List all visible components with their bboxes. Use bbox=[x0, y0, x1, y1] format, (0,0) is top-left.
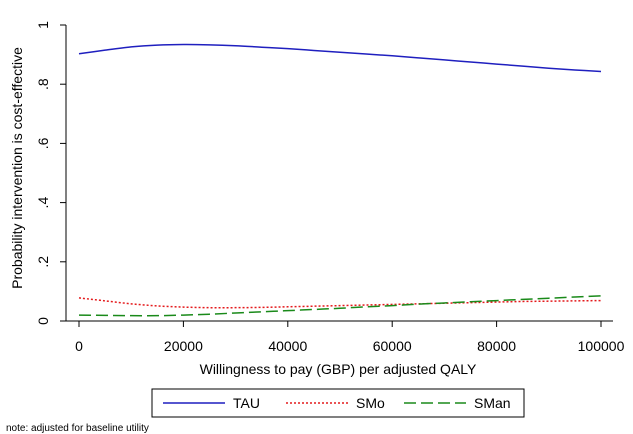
x-tick-label: 40000 bbox=[268, 338, 307, 354]
x-tick-label: 20000 bbox=[164, 338, 203, 354]
x-tick-label: 60000 bbox=[373, 338, 412, 354]
x-tick-label: 100000 bbox=[578, 338, 625, 354]
y-tick-label: .4 bbox=[35, 197, 51, 209]
x-axis-title: Willingness to pay (GBP) per adjusted QA… bbox=[200, 361, 477, 377]
series-line-sman bbox=[78, 295, 602, 317]
y-tick-label: 0 bbox=[35, 317, 51, 325]
chart-note: note: adjusted for baseline utility bbox=[6, 423, 149, 434]
legend-label-sman: SMan bbox=[474, 395, 511, 411]
y-tick-label: 1 bbox=[35, 21, 51, 29]
x-tick-label: 80000 bbox=[477, 338, 516, 354]
series-line-smo bbox=[78, 297, 602, 309]
y-tick-label: .2 bbox=[35, 256, 51, 268]
legend-label-smo: SMo bbox=[356, 395, 385, 411]
y-tick-label: .8 bbox=[35, 78, 51, 90]
y-axis-title: Probability intervention is cost-effecti… bbox=[9, 47, 25, 289]
x-ticks: 0 20000 40000 60000 80000 100000 bbox=[75, 321, 625, 354]
y-ticks: 0 .2 .4 .6 .8 1 bbox=[35, 21, 66, 325]
legend-label-tau: TAU bbox=[233, 395, 260, 411]
legend: TAU SMo SMan bbox=[151, 388, 525, 418]
series-lines bbox=[78, 43, 602, 317]
y-tick-label: .6 bbox=[35, 137, 51, 149]
x-tick-label: 0 bbox=[75, 338, 83, 354]
series-line-tau bbox=[78, 43, 602, 73]
